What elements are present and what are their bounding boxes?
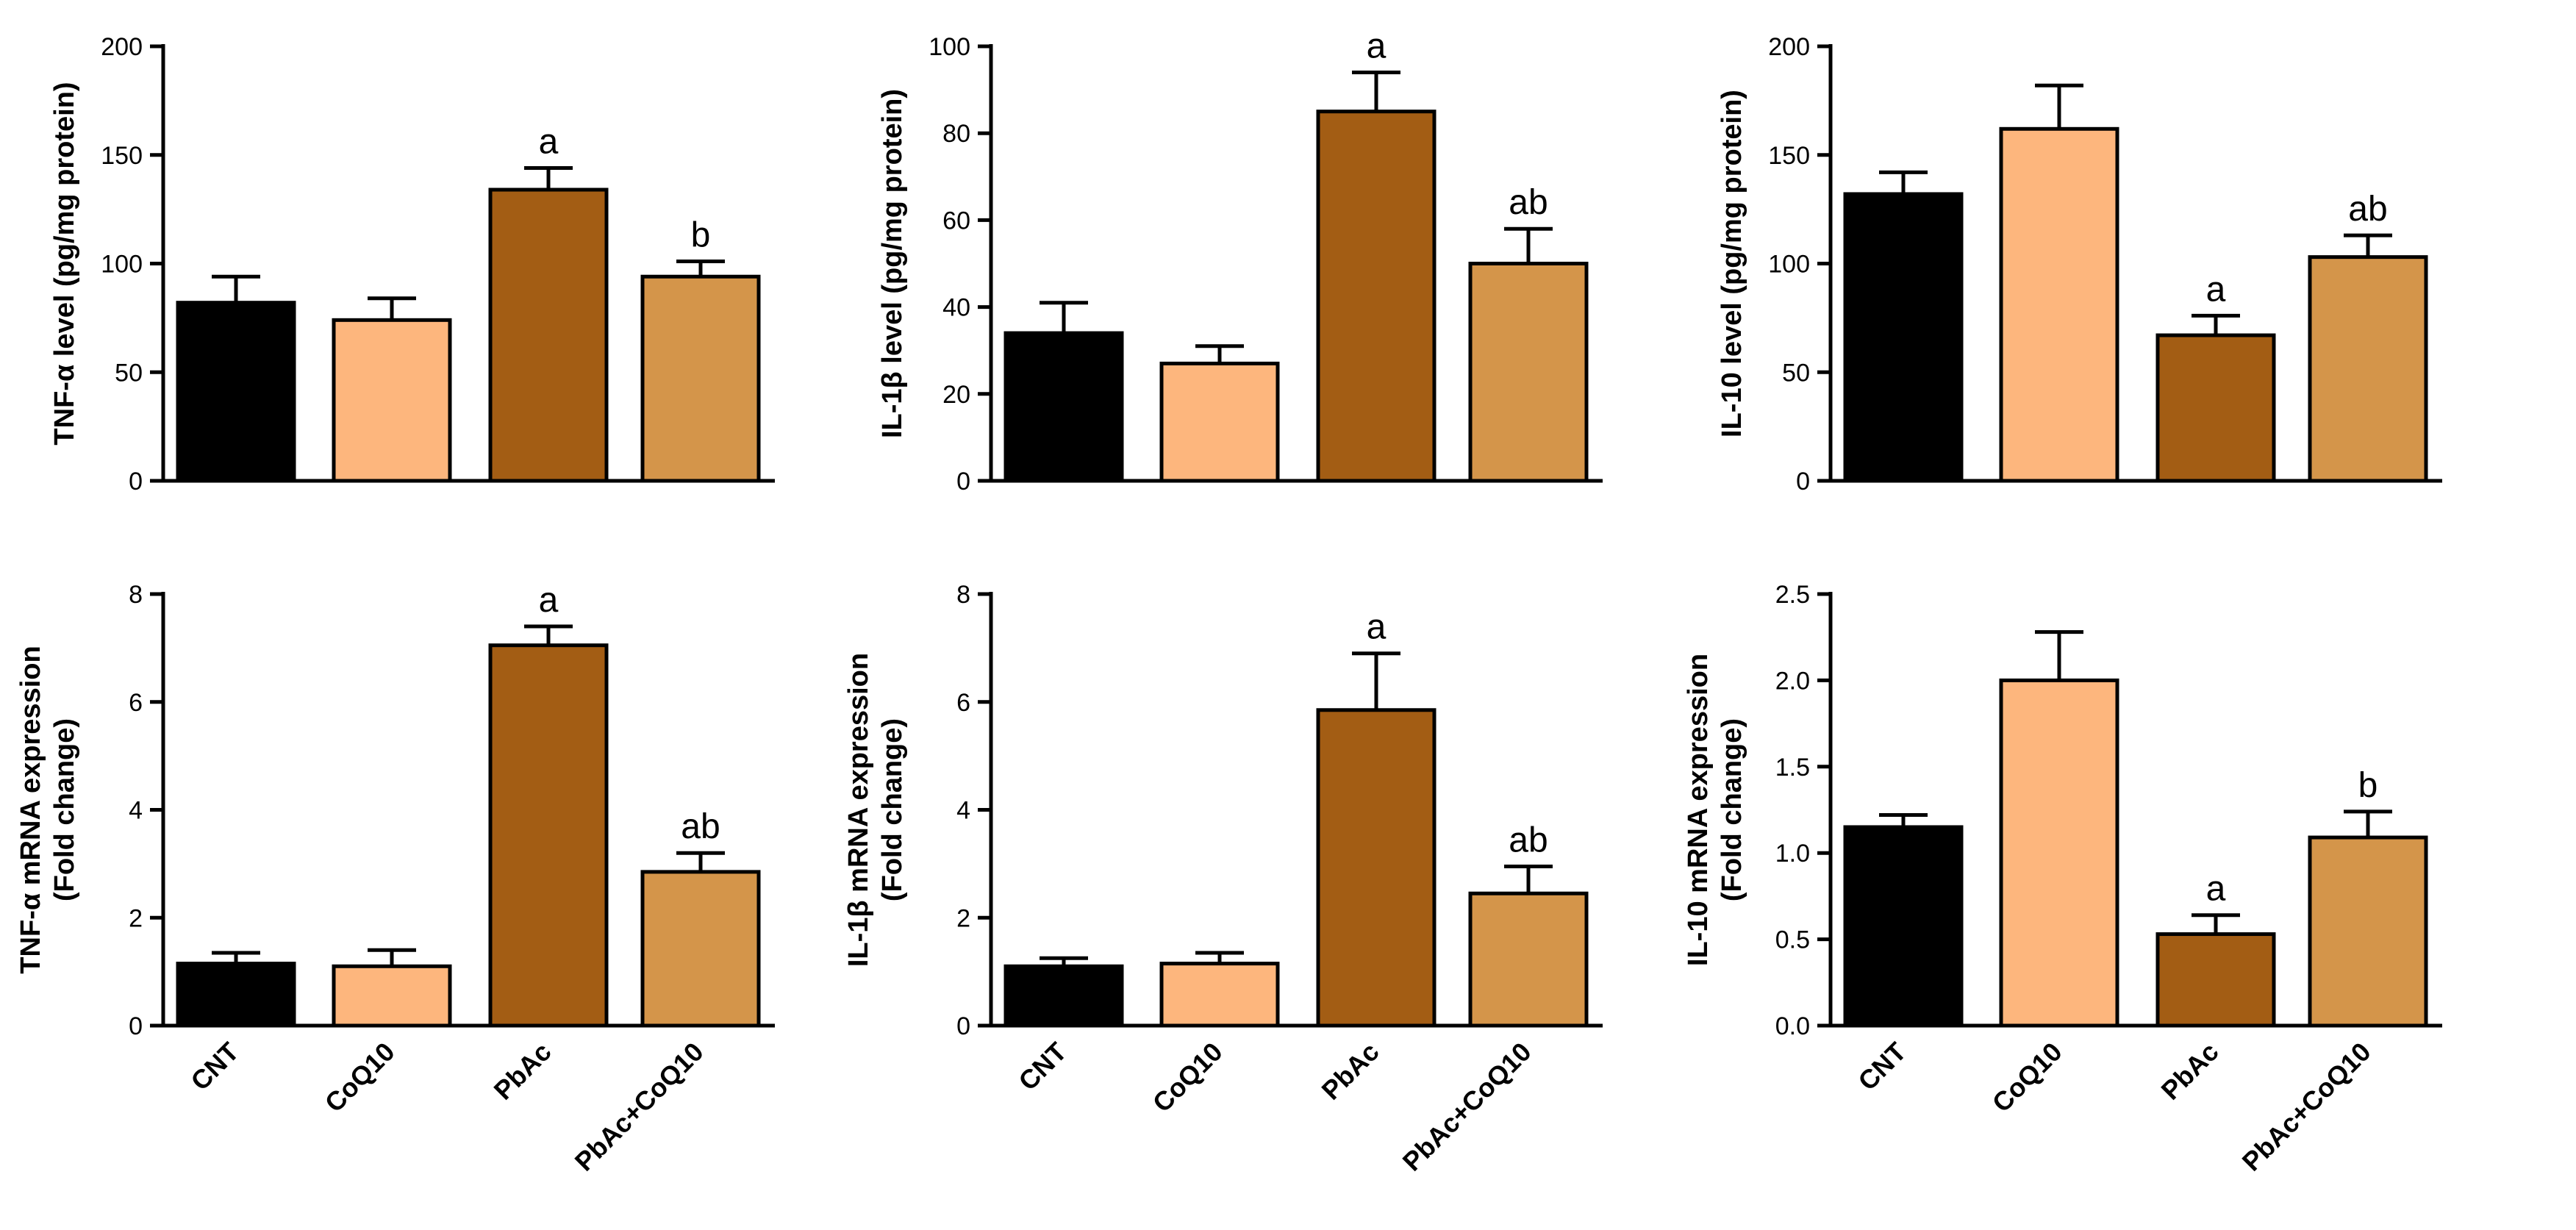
x-category-label: CNT	[185, 1037, 244, 1096]
significance-label: a	[2206, 270, 2226, 309]
panel-tnf-alpha-level: a b 0 50 100 150 200 TNF-α level (pg/mg protein…	[49, 33, 775, 496]
bar-cnt	[1843, 825, 1964, 1028]
bar-cnt	[176, 962, 296, 1028]
y-tick-label: 1.0	[1775, 840, 1810, 868]
x-category-label: PbAc+CoQ10	[2236, 1037, 2377, 1177]
y-tick-label: 50	[115, 359, 143, 387]
y-tick-label: 8	[129, 581, 143, 609]
y-tick-label: 40	[942, 294, 970, 322]
y-axis-title: IL-1β mRNA expression	[843, 653, 874, 967]
significance-label: a	[1367, 608, 1387, 647]
bar-pbac-plus-coq10	[1468, 262, 1589, 483]
x-category-label: CoQ10	[1986, 1037, 2068, 1118]
y-tick-label: 0	[956, 1012, 970, 1040]
y-tick-label: 0.5	[1775, 926, 1810, 954]
y-tick-label: 0	[129, 1012, 143, 1040]
significance-label: b	[691, 216, 711, 255]
y-tick-label: 200	[101, 33, 143, 61]
y-tick-label: 6	[129, 689, 143, 717]
y-tick-label: 100	[929, 33, 970, 61]
bar-pbac	[2155, 932, 2276, 1028]
bar-pbac-plus-coq10	[1468, 891, 1589, 1028]
y-axis-title: TNF-α level (pg/mg protein)	[49, 82, 80, 445]
y-tick-label: 60	[942, 207, 970, 235]
y-axis-title: (Fold change)	[49, 718, 80, 901]
y-tick-label: 2.0	[1775, 667, 1810, 695]
y-axis-title: IL-1β level (pg/mg protein)	[877, 89, 908, 438]
panel-il-10-mrna: a b 0.0 0.5 1.0 1.5 2.0 2.5 IL-10 mRNA expressio…	[1683, 581, 2442, 1177]
bar-pbac-plus-coq10	[2308, 835, 2428, 1028]
y-tick-label: 0	[956, 468, 970, 496]
y-tick-label: 0	[129, 468, 143, 496]
y-tick-label: 200	[1768, 33, 1810, 61]
significance-label: ab	[1509, 183, 1548, 222]
y-tick-label: 80	[942, 120, 970, 148]
bar-coq10	[1159, 962, 1280, 1028]
y-tick-label: 4	[129, 797, 143, 825]
x-category-label: CoQ10	[1147, 1037, 1228, 1118]
y-tick-label: 1.5	[1775, 754, 1810, 782]
y-tick-label: 100	[101, 251, 143, 279]
significance-label: a	[1367, 26, 1387, 65]
panel-il-10-level: a ab 0 50 100 150 200 IL-10 level (pg/mg protei…	[1717, 33, 2442, 496]
y-tick-label: 150	[101, 142, 143, 170]
y-tick-label: 0.0	[1775, 1012, 1810, 1040]
significance-label: a	[539, 122, 559, 161]
panel-il-1beta-mrna: a ab 0 2 4 6 8 IL-1β mRNA expression (Fold chang…	[843, 581, 1603, 1177]
x-category-label: PbAc	[488, 1037, 557, 1106]
y-axis-title: TNF-α mRNA expression	[15, 646, 46, 973]
bar-coq10	[1999, 126, 2119, 483]
bar-pbac	[488, 643, 609, 1028]
y-tick-label: 100	[1768, 251, 1810, 279]
y-tick-label: 50	[1782, 359, 1810, 387]
bar-cnt	[176, 301, 296, 483]
bar-coq10	[332, 318, 452, 483]
y-tick-label: 2	[956, 904, 970, 932]
x-category-label: CoQ10	[319, 1037, 401, 1118]
bar-pbac	[488, 187, 609, 483]
panel-tnf-alpha-mrna: a ab 0 2 4 6 8 TNF-α mRNA expression (Fold chang…	[15, 581, 775, 1177]
bar-coq10	[332, 964, 452, 1028]
significance-label: ab	[1509, 821, 1548, 860]
y-tick-label: 150	[1768, 142, 1810, 170]
bar-pbac	[2155, 333, 2276, 483]
y-axis-title: IL-10 mRNA expression	[1683, 654, 1714, 966]
x-category-label: PbAc	[1316, 1037, 1385, 1106]
x-category-label: CNT	[1012, 1037, 1072, 1096]
y-tick-label: 20	[942, 381, 970, 409]
x-category-label: PbAc+CoQ10	[1397, 1037, 1537, 1177]
y-tick-label: 6	[956, 689, 970, 717]
y-tick-label: 2.5	[1775, 581, 1810, 609]
y-axis-title: (Fold change)	[1717, 718, 1747, 901]
bar-pbac	[1316, 110, 1437, 483]
bar-coq10	[1999, 678, 2119, 1028]
significance-label: ab	[2348, 190, 2387, 229]
bar-pbac-plus-coq10	[2308, 255, 2428, 483]
y-axis-title: IL-10 level (pg/mg protein)	[1717, 90, 1747, 437]
x-category-label: PbAc	[2155, 1037, 2225, 1106]
bar-coq10	[1159, 361, 1280, 483]
y-tick-label: 8	[956, 581, 970, 609]
bar-cnt	[1843, 192, 1964, 483]
y-tick-label: 0	[1796, 468, 1810, 496]
bar-pbac-plus-coq10	[640, 870, 761, 1028]
significance-label: b	[2358, 766, 2378, 805]
significance-label: a	[539, 581, 559, 620]
bar-cnt	[1003, 964, 1124, 1028]
panel-il-1beta-level: a ab 0 20 40 60 80 100 IL-1β level (pg/mg protei…	[877, 26, 1603, 496]
bar-cnt	[1003, 331, 1124, 483]
y-tick-label: 2	[129, 904, 143, 932]
x-category-label: PbAc+CoQ10	[569, 1037, 709, 1177]
bar-pbac-plus-coq10	[640, 274, 761, 483]
y-axis-title: (Fold change)	[877, 718, 908, 901]
bar-pbac	[1316, 708, 1437, 1028]
y-tick-label: 4	[956, 797, 970, 825]
significance-label: a	[2206, 870, 2226, 909]
significance-label: ab	[681, 807, 720, 846]
x-category-label: CNT	[1852, 1037, 1911, 1096]
